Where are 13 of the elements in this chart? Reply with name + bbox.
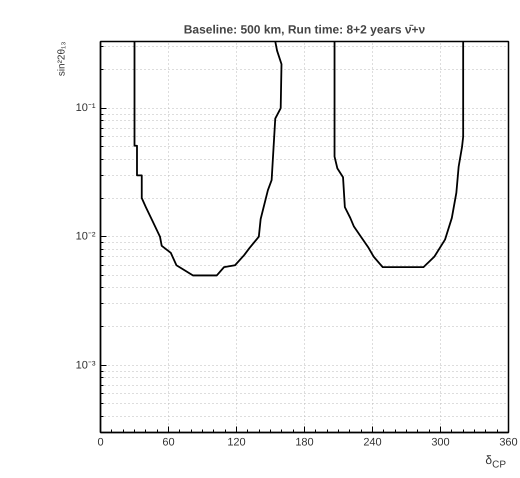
y-tick-label: 10⁻² <box>76 230 96 243</box>
chart-title: Baseline: 500 km, Run time: 8+2 years ν̄+ν <box>184 22 426 36</box>
x-tick-label: 120 <box>227 436 246 448</box>
x-axis-title: δ$_{CP}$ <box>485 452 506 472</box>
x-tick-label: 180 <box>295 436 314 448</box>
x-tick-label: 60 <box>162 436 175 448</box>
y-axis-title: sin²2θ₁₃ <box>56 41 68 76</box>
y-tick-label: 10⁻³ <box>76 359 96 372</box>
x-tick-label: 240 <box>363 436 382 448</box>
x-tick-label: 0 <box>97 436 104 448</box>
y-tick-label: 10⁻¹ <box>76 102 96 114</box>
x-tick-label: 300 <box>431 436 450 448</box>
x-tick-label: 360 <box>499 436 518 448</box>
